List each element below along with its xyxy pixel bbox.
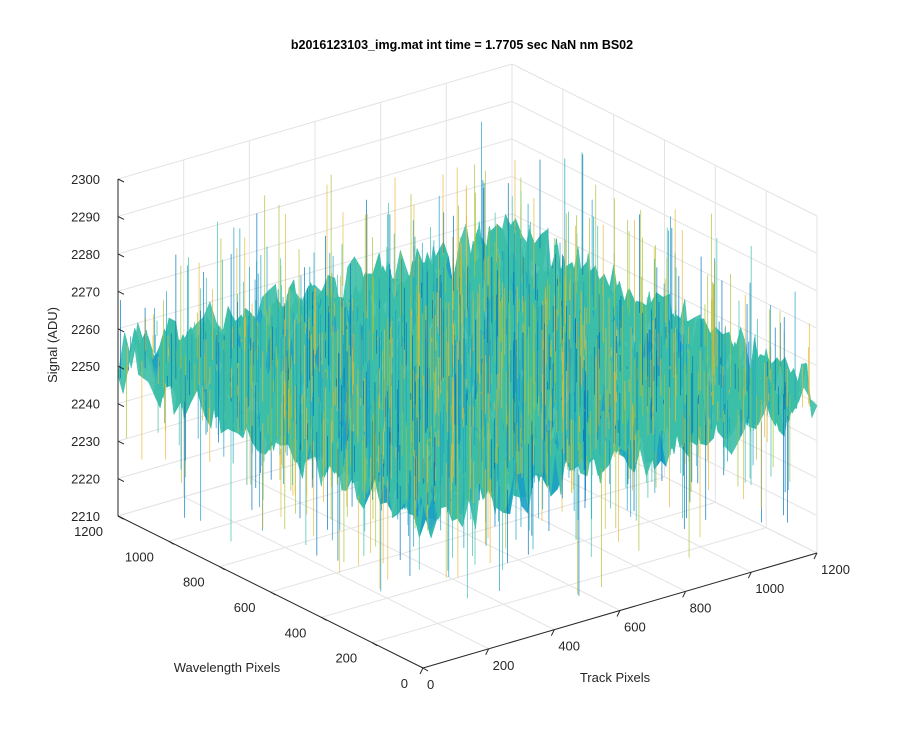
grid-line-y [321,501,716,618]
chart-title: b2016123103_img.mat int time = 1.7705 se… [291,38,633,52]
surface-mesh [117,121,818,599]
grid-line-y [372,527,767,644]
